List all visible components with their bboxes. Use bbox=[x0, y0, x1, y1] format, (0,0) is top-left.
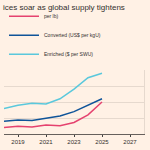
svg-text:2019: 2019 bbox=[11, 139, 25, 145]
svg-text:Enriched ($ per SWU): Enriched ($ per SWU) bbox=[44, 51, 93, 57]
svg-text:Converted (US$ per kgU): Converted (US$ per kgU) bbox=[44, 32, 101, 38]
svg-text:2021: 2021 bbox=[39, 139, 53, 145]
svg-text:2025: 2025 bbox=[95, 139, 109, 145]
svg-text:2023: 2023 bbox=[67, 139, 81, 145]
svg-text:per lb): per lb) bbox=[44, 13, 59, 19]
svg-text:ices soar as global supply tig: ices soar as global supply tightens bbox=[3, 3, 125, 12]
svg-text:2027: 2027 bbox=[123, 139, 137, 145]
